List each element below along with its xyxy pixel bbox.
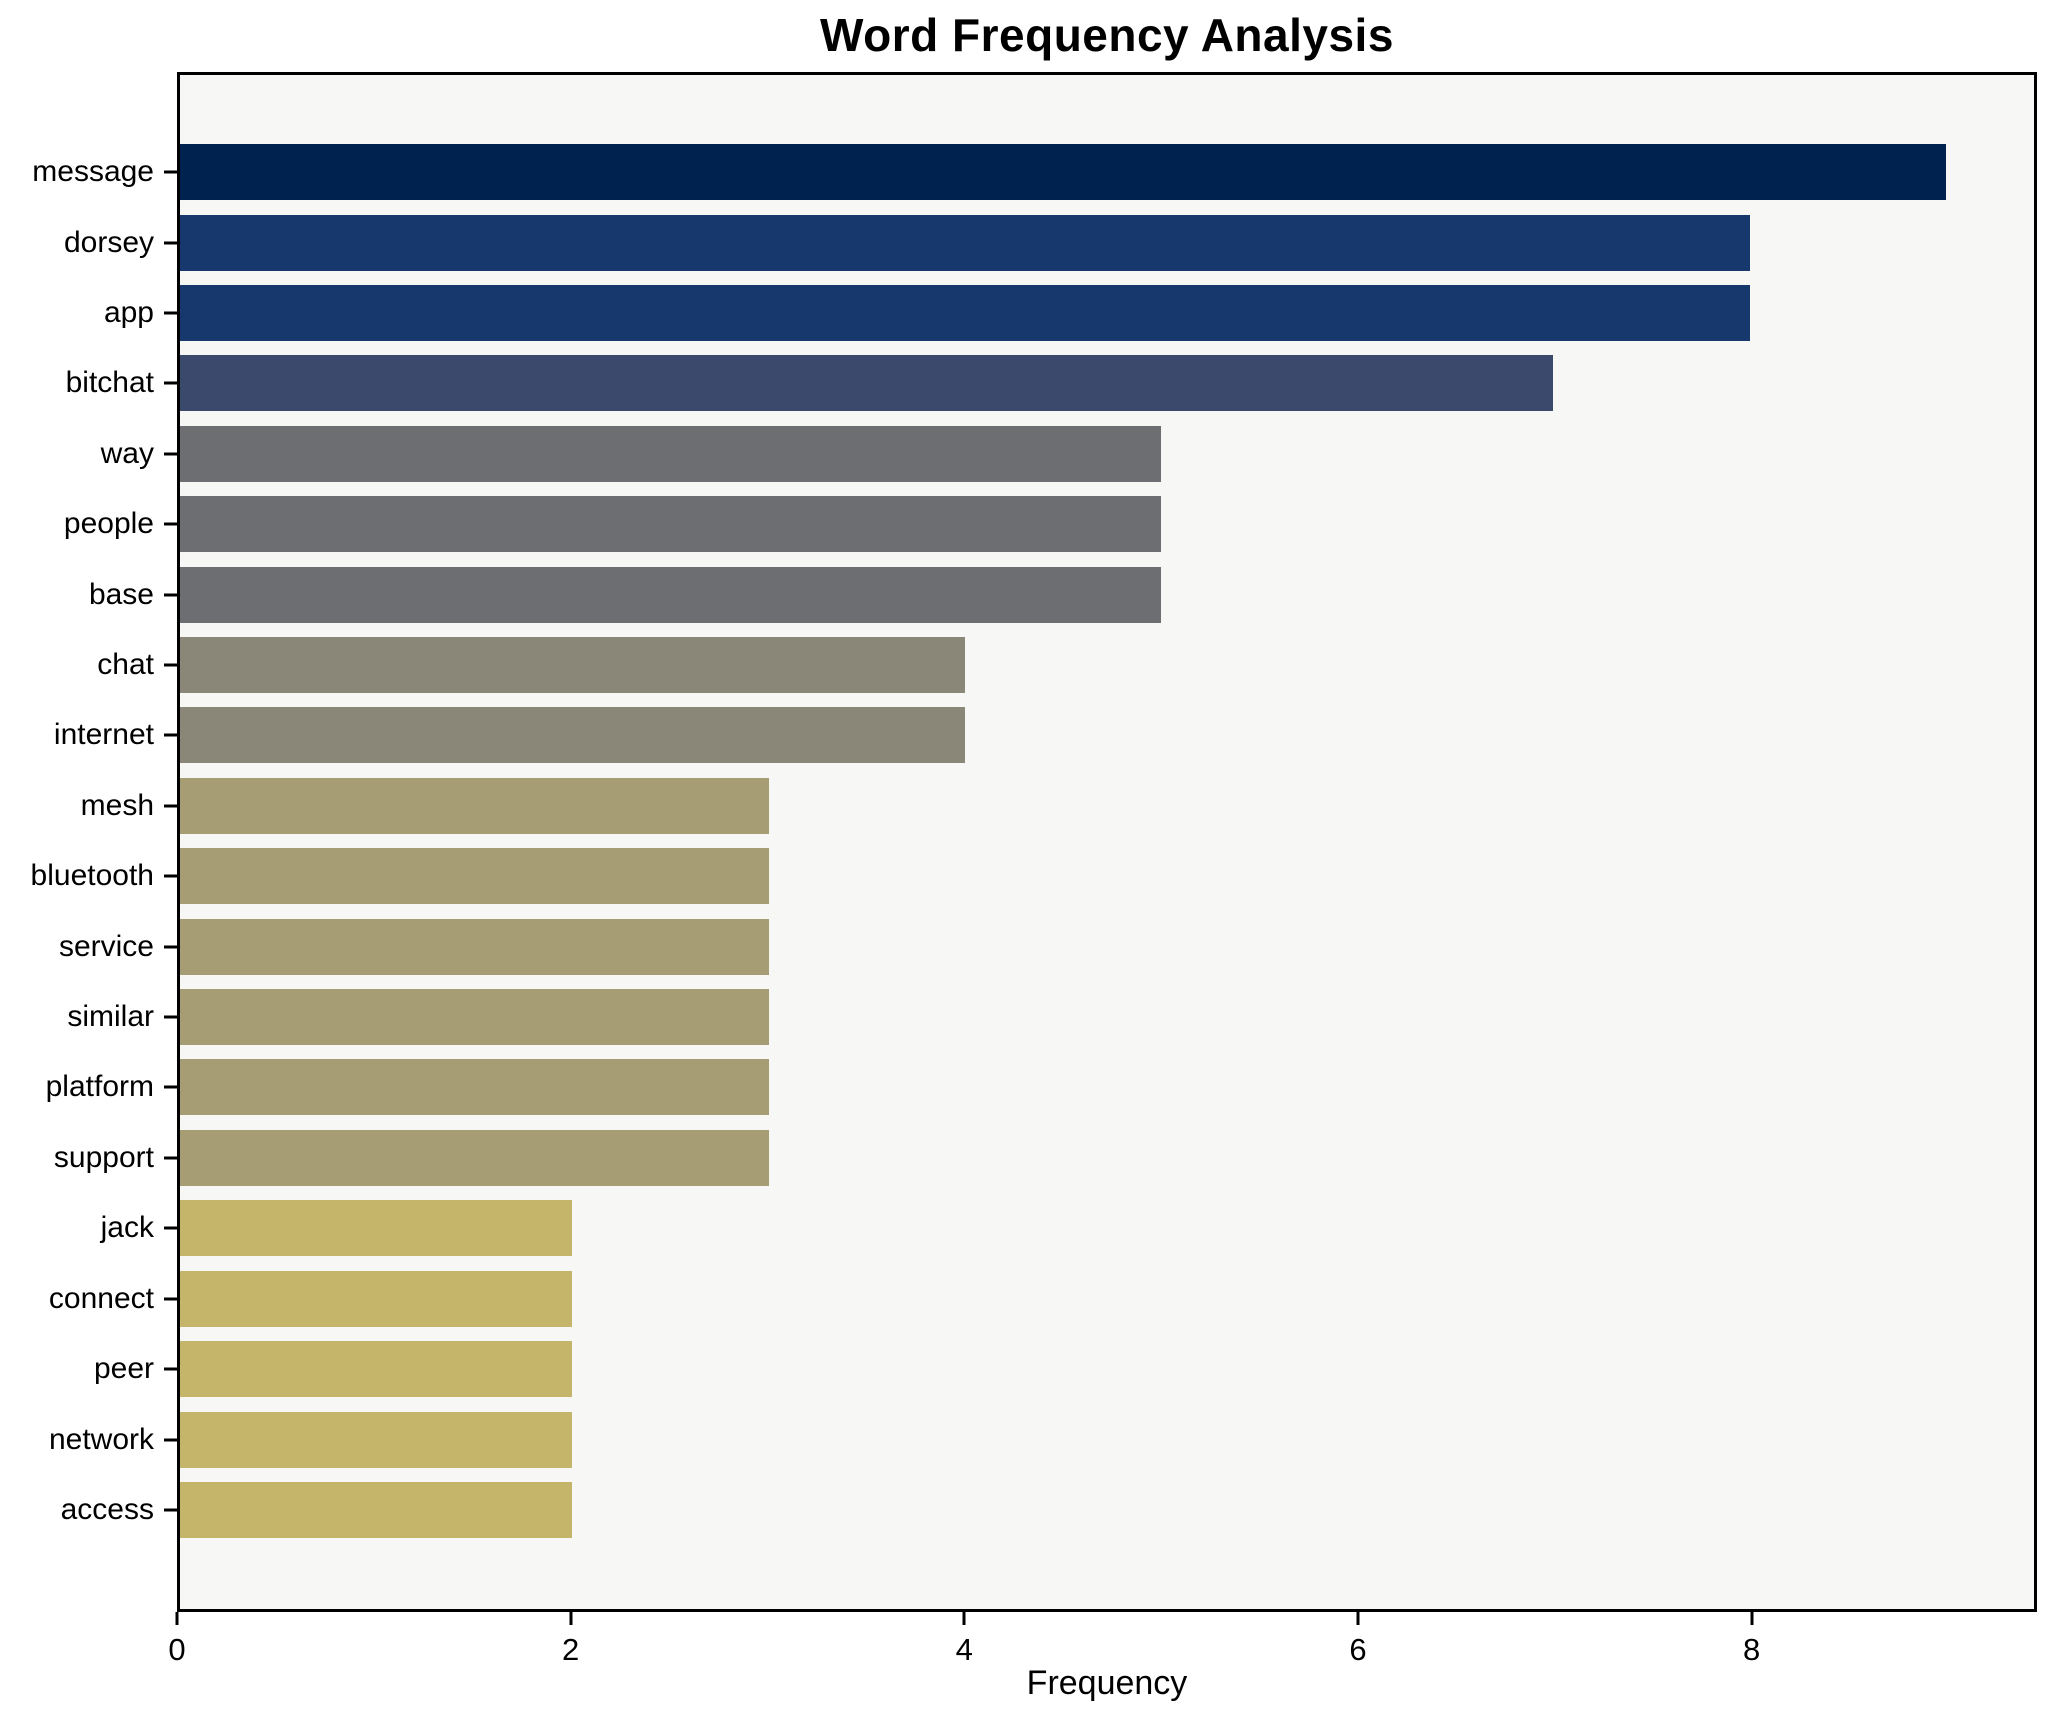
bar	[180, 144, 1946, 201]
bar	[180, 637, 965, 694]
y-tick-mark	[164, 1085, 177, 1089]
bar-row: people	[64, 489, 2034, 559]
y-tick-mark	[164, 1226, 177, 1230]
y-tick-label: platform	[45, 1070, 154, 1104]
bar	[180, 214, 1750, 271]
x-tick-label: 2	[562, 1632, 580, 1667]
bar-row: internet	[54, 700, 2034, 770]
y-tick-mark	[164, 1367, 177, 1371]
bar-row: way	[101, 419, 2034, 489]
bar-row: dorsey	[64, 207, 2034, 277]
y-tick-mark	[164, 733, 177, 737]
bar-row: jack	[101, 1193, 2034, 1263]
bar-row: access	[61, 1475, 2034, 1545]
y-tick-mark	[164, 452, 177, 456]
y-tick-mark	[164, 1508, 177, 1512]
y-tick-label: way	[100, 436, 154, 470]
y-tick-label: support	[53, 1140, 154, 1174]
y-tick-label: base	[88, 577, 154, 611]
y-tick-label: connect	[48, 1281, 154, 1315]
bar	[180, 566, 1161, 623]
y-tick-mark	[164, 1438, 177, 1442]
bar	[180, 355, 1554, 412]
y-tick-label: peer	[93, 1352, 154, 1386]
y-tick-label: people	[63, 507, 154, 541]
bar-row: app	[104, 278, 2034, 348]
bar-row: peer	[94, 1334, 2034, 1404]
bar	[180, 1481, 573, 1538]
bar-row: connect	[49, 1264, 2034, 1334]
y-tick-label: bluetooth	[30, 859, 154, 893]
y-tick-mark	[164, 241, 177, 245]
y-tick-label: mesh	[80, 788, 154, 822]
y-tick-mark	[164, 170, 177, 174]
y-tick-mark	[164, 522, 177, 526]
bar	[180, 989, 769, 1046]
bar-row: support	[54, 1123, 2034, 1193]
x-axis-label: Frequency	[1026, 1664, 1188, 1702]
plot-area: message dorsey app bitchat way people base chat…	[31, 72, 2037, 1612]
y-tick-mark	[164, 663, 177, 667]
x-tick-label: 0	[168, 1632, 186, 1667]
y-tick-mark	[164, 874, 177, 878]
bar-row: base	[89, 559, 2034, 629]
bar-row: service	[59, 911, 2034, 981]
bar-row: mesh	[81, 771, 2034, 841]
x-tick-label: 8	[1742, 1632, 1761, 1667]
bar	[180, 1341, 573, 1398]
bar-row: message	[32, 137, 2034, 207]
y-tick-mark	[164, 804, 177, 808]
bar-row: chat	[97, 630, 2034, 700]
bar	[180, 496, 1161, 553]
y-tick-label: app	[103, 296, 154, 330]
x-tick-mark	[1750, 1612, 1754, 1625]
y-tick-label: similar	[67, 1000, 154, 1034]
y-tick-label: message	[32, 155, 154, 189]
y-tick-label: chat	[97, 648, 154, 682]
bar	[180, 1411, 573, 1468]
y-tick-label: jack	[100, 1211, 154, 1245]
x-tick-mark	[175, 1612, 179, 1625]
bars-container: message dorsey app bitchat way people base chat…	[31, 75, 2034, 1609]
bar	[180, 1129, 769, 1186]
bar-row: bluetooth	[31, 841, 2034, 911]
y-tick-mark	[164, 311, 177, 315]
bar-row: similar	[67, 982, 2034, 1052]
y-tick-label: internet	[53, 718, 154, 752]
bar	[180, 1270, 573, 1327]
x-tick-mark	[962, 1612, 966, 1625]
y-tick-mark	[164, 1156, 177, 1160]
x-tick-label: 6	[1349, 1632, 1367, 1667]
y-tick-mark	[164, 1015, 177, 1019]
bar	[180, 918, 769, 975]
x-tick-mark	[1356, 1612, 1360, 1625]
bar	[180, 285, 1750, 342]
x-tick-mark	[569, 1612, 573, 1625]
y-tick-label: network	[48, 1422, 154, 1456]
y-tick-mark	[164, 945, 177, 949]
y-tick-mark	[164, 381, 177, 385]
x-tick-label: 4	[955, 1632, 973, 1667]
bar-row: platform	[46, 1052, 2034, 1122]
y-tick-mark	[164, 1297, 177, 1301]
y-tick-label: service	[58, 929, 154, 963]
bar	[180, 425, 1161, 482]
y-tick-label: access	[60, 1492, 154, 1526]
chart-title: Word Frequency Analysis	[820, 9, 1394, 61]
bar	[180, 848, 769, 905]
y-tick-mark	[164, 593, 177, 597]
y-tick-label: bitchat	[65, 366, 154, 400]
bar	[180, 707, 965, 764]
bar-row: bitchat	[66, 348, 2034, 418]
bar	[180, 1200, 573, 1257]
bar	[180, 1059, 769, 1116]
bar-row: network	[49, 1404, 2034, 1474]
bar	[180, 777, 769, 834]
y-tick-label: dorsey	[63, 225, 154, 259]
